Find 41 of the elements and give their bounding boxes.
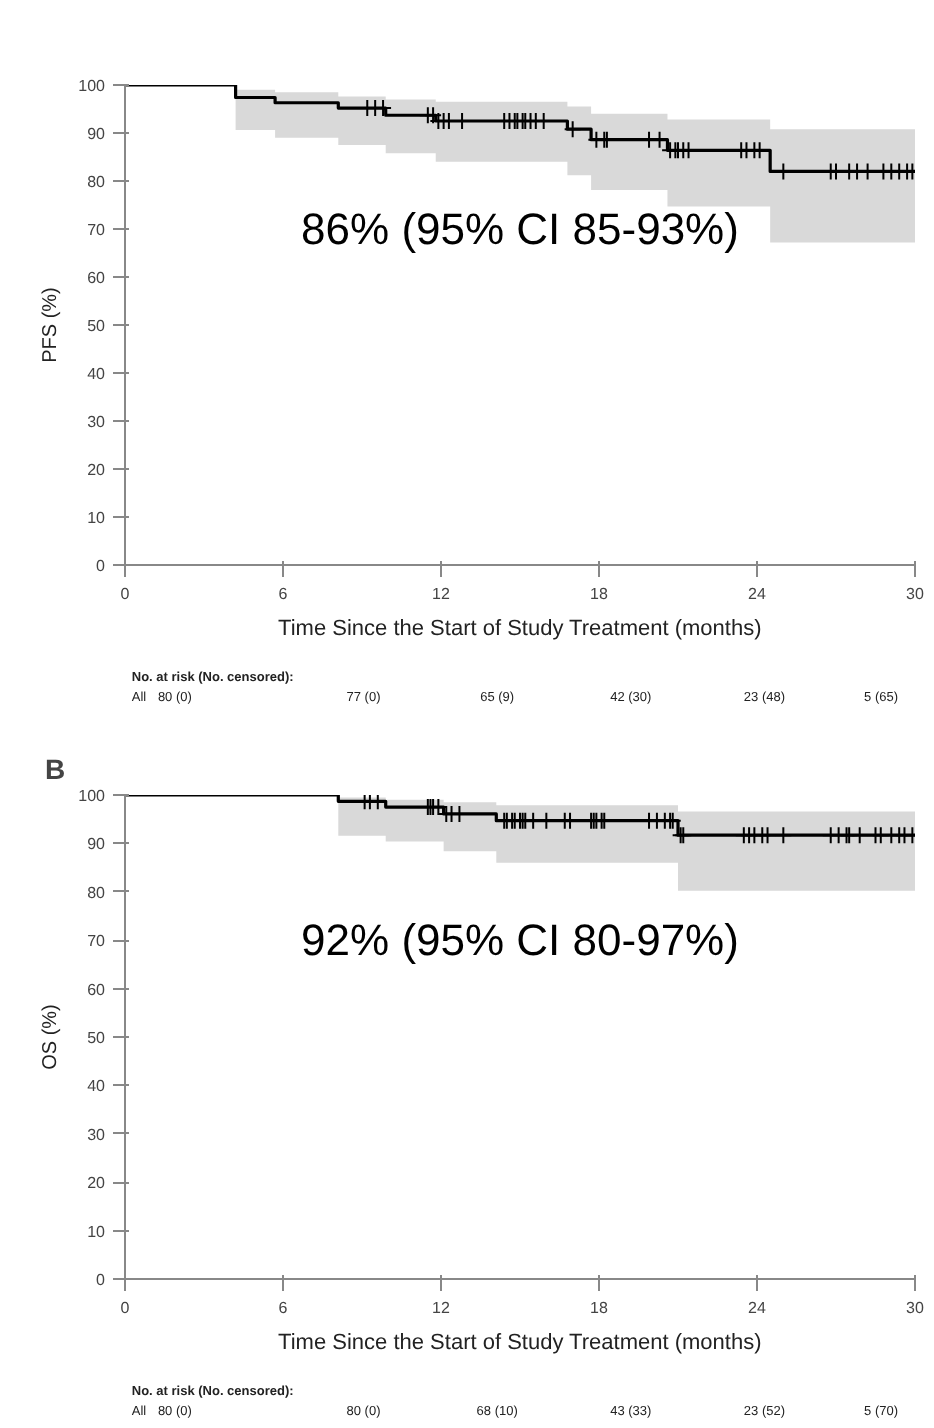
- x-tick-label: 0: [120, 585, 131, 603]
- x-tick-label: 6: [278, 1299, 289, 1317]
- y-tick-label: 50: [87, 1029, 107, 1047]
- y-tick-label: 50: [87, 317, 107, 335]
- y-tick-label: 40: [87, 365, 107, 383]
- y-tick-label: 70: [87, 932, 107, 951]
- y-tick-label: 100: [78, 77, 107, 95]
- y-tick-label: 30: [87, 413, 107, 431]
- y-tick-label: 10: [87, 1222, 107, 1241]
- x-tick-label: 6: [278, 585, 289, 603]
- chart-title: B: [45, 753, 66, 785]
- y-tick-label: 90: [87, 835, 107, 854]
- y-tick-label: 70: [87, 221, 107, 239]
- y-axis-title: PFS (%): [40, 287, 63, 363]
- x-tick-label: 12: [432, 585, 451, 603]
- y-tick-label: 0: [96, 557, 107, 575]
- annotation: 86% (95% CI 85-93%): [301, 204, 739, 254]
- x-axis-title: Time Since the Start of Study Treatment (months): [278, 617, 762, 641]
- y-tick-label: 10: [87, 509, 107, 527]
- x-tick-label: 0: [120, 1299, 131, 1317]
- y-tick-label: 0: [96, 1271, 107, 1289]
- y-tick-label: 60: [87, 269, 107, 287]
- y-tick-label: 30: [87, 1125, 107, 1144]
- x-tick-label: 24: [748, 585, 767, 603]
- y-tick-label: 40: [87, 1077, 107, 1096]
- y-axis-title: OS (%): [40, 1004, 63, 1070]
- y-tick-label: 100: [78, 787, 107, 805]
- y-tick-label: 80: [87, 173, 107, 191]
- x-tick-label: 18: [590, 585, 609, 603]
- x-tick-label: 12: [432, 1299, 451, 1317]
- annotation: 92% (95% CI 80-97%): [301, 915, 739, 966]
- x-tick-label: 18: [590, 1299, 609, 1317]
- x-axis-title: Time Since the Start of Study Treatment (months): [278, 1331, 762, 1355]
- y-tick-label: 90: [87, 125, 107, 143]
- y-tick-label: 80: [87, 883, 107, 902]
- y-tick-label: 20: [87, 461, 107, 479]
- x-tick-label: 30: [906, 585, 925, 603]
- x-tick-label: 24: [748, 1299, 767, 1317]
- x-tick-label: 30: [906, 1299, 925, 1317]
- y-tick-label: 60: [87, 980, 107, 999]
- y-tick-label: 20: [87, 1174, 107, 1193]
